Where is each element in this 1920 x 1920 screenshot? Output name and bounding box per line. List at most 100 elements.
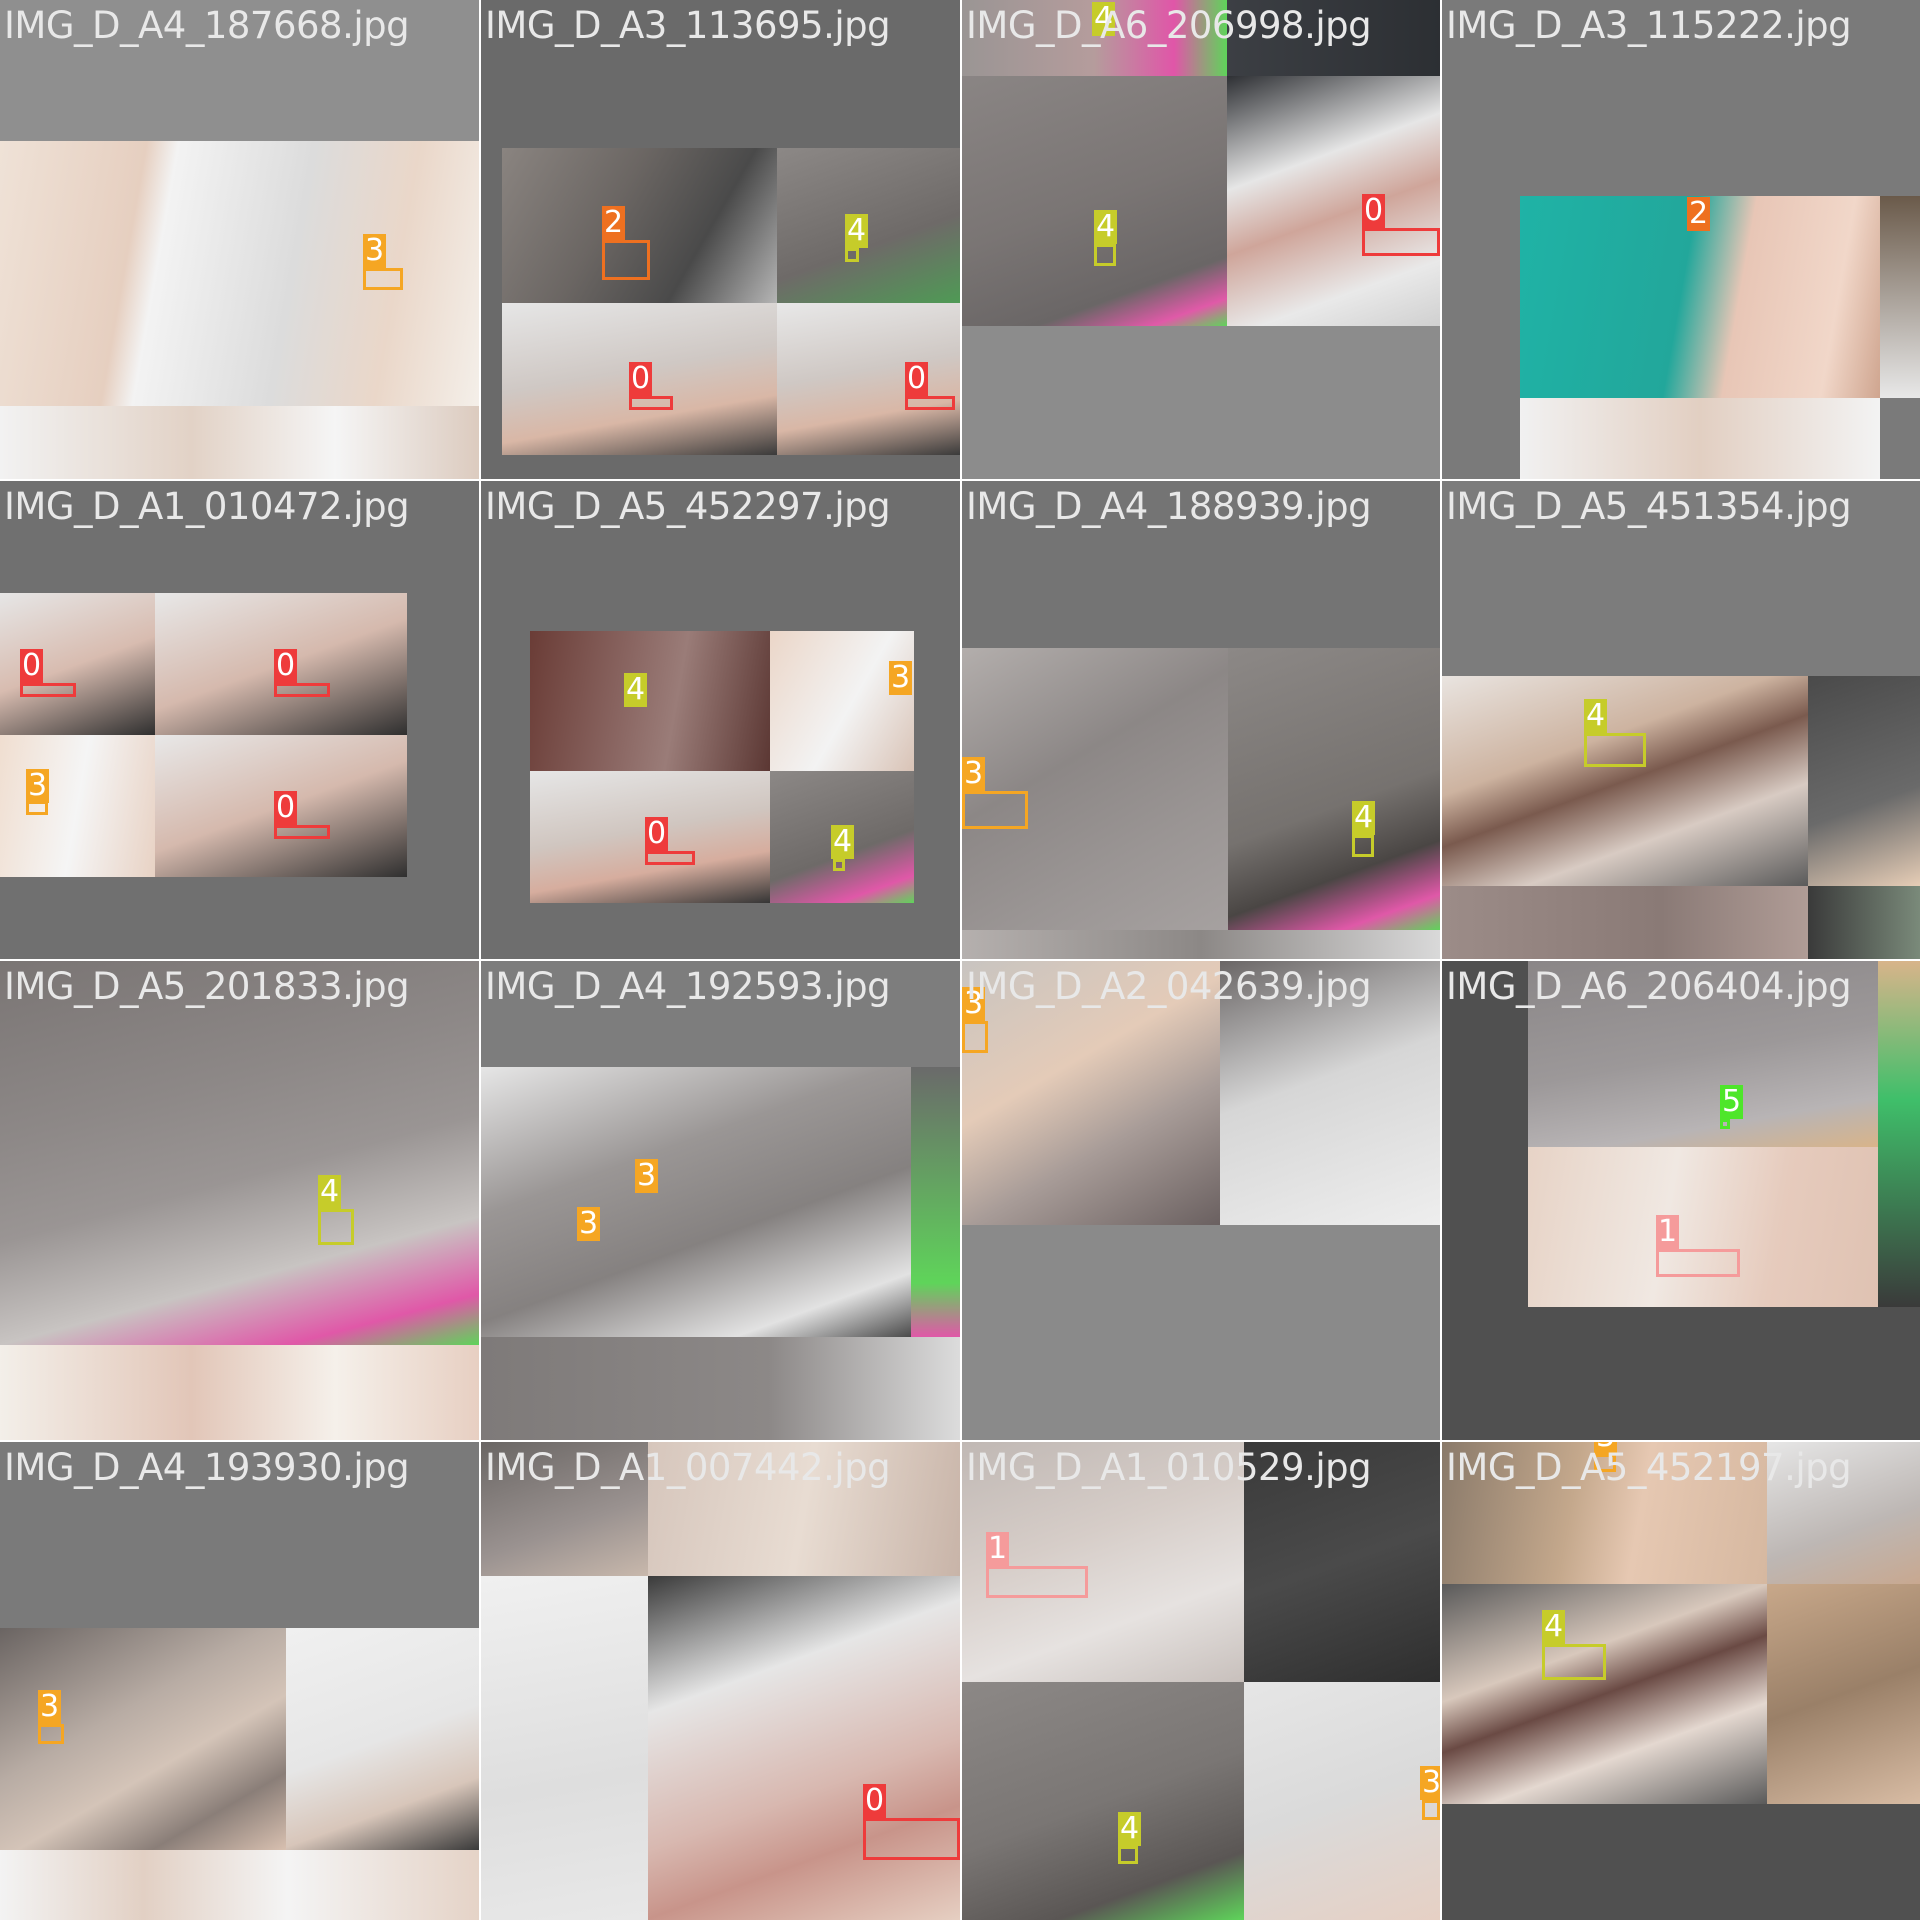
image-region — [0, 961, 479, 1345]
bbox-label: 4 — [845, 213, 869, 248]
mosaic-tile: IMG_D_A3_113695.jpg 2 4 0 0 — [481, 0, 960, 479]
bbox-label: 3 — [1594, 1442, 1618, 1454]
mosaic-tile: IMG_D_A4_188939.jpg 3 4 — [962, 481, 1440, 959]
image-region — [1878, 961, 1920, 1307]
bbox-class-4 — [318, 1209, 354, 1245]
bbox-label: 3 — [962, 986, 986, 1021]
bbox-label: 0 — [20, 648, 44, 683]
bbox-label: 2 — [602, 205, 626, 240]
bbox-class-2 — [602, 240, 650, 280]
mosaic-tile: IMG_D_A6_206998.jpg 4 0 4 — [962, 0, 1440, 479]
bbox-class-1 — [1656, 1249, 1740, 1277]
image-region — [1442, 886, 1808, 959]
image-filename: IMG_D_A5_452297.jpg — [485, 485, 891, 528]
bbox-class-0 — [1362, 228, 1440, 256]
image-region — [0, 1345, 479, 1440]
image-region — [1808, 886, 1920, 959]
image-region — [1880, 196, 1920, 398]
bbox-class-4 — [1094, 244, 1116, 266]
image-region — [1767, 1442, 1920, 1584]
bbox-class-0 — [274, 683, 330, 697]
image-region — [0, 141, 479, 406]
bbox-label: 3 — [635, 1158, 659, 1193]
bbox-class-0 — [863, 1818, 960, 1860]
image-filename: IMG_D_A4_192593.jpg — [485, 965, 891, 1008]
mosaic-tile: IMG_D_A6_206404.jpg 5 1 — [1442, 961, 1920, 1440]
bbox-class-5 — [1720, 1119, 1730, 1129]
image-filename: IMG_D_A5_201833.jpg — [4, 965, 410, 1008]
mosaic-tile: IMG_D_A5_452197.jpg 4 3 — [1442, 1442, 1920, 1920]
image-filename: IMG_D_A3_113695.jpg — [485, 4, 891, 47]
image-filename: IMG_D_A6_206998.jpg — [966, 4, 1372, 47]
bbox-label: 4 — [1584, 698, 1608, 733]
bbox-class-0 — [905, 396, 955, 410]
mosaic-tile: IMG_D_A4_193930.jpg 3 — [0, 1442, 479, 1920]
bbox-class-0 — [274, 825, 330, 839]
image-region — [481, 1067, 911, 1337]
image-filename: IMG_D_A5_452197.jpg — [1446, 1446, 1852, 1489]
bbox-class-3 — [363, 268, 403, 290]
bbox-class-3 — [1422, 1800, 1440, 1820]
bbox-class-1 — [986, 1566, 1088, 1598]
bbox-label: 0 — [905, 361, 929, 396]
mosaic-tile: IMG_D_A5_452297.jpg 4 3 0 4 — [481, 481, 960, 959]
image-region — [962, 1682, 1244, 1920]
bbox-label: 3 — [962, 756, 986, 791]
bbox-label: 4 — [624, 672, 648, 707]
image-filename: IMG_D_A6_206404.jpg — [1446, 965, 1852, 1008]
image-filename: IMG_D_A4_193930.jpg — [4, 1446, 410, 1489]
bbox-label: 4 — [1352, 800, 1376, 835]
image-filename: IMG_D_A3_115222.jpg — [1446, 4, 1852, 47]
bbox-label: 3 — [26, 768, 50, 803]
mosaic-tile: IMG_D_A5_201833.jpg 4 — [0, 961, 479, 1440]
image-region — [1244, 1682, 1440, 1920]
bbox-label: 4 — [831, 824, 855, 859]
bbox-class-3 — [962, 1021, 988, 1053]
image-filename: IMG_D_A2_042639.jpg — [966, 965, 1372, 1008]
bbox-label: 0 — [1362, 193, 1386, 228]
image-region — [1220, 961, 1440, 1225]
image-filename: IMG_D_A1_007442.jpg — [485, 1446, 891, 1489]
image-region — [777, 303, 960, 455]
bbox-class-0 — [645, 851, 695, 865]
bbox-class-4 — [833, 859, 845, 871]
mosaic-tile: IMG_D_A5_451354.jpg 4 — [1442, 481, 1920, 959]
image-filename: IMG_D_A4_188939.jpg — [966, 485, 1372, 528]
bbox-label: 3 — [1420, 1766, 1440, 1800]
image-filename: IMG_D_A5_451354.jpg — [1446, 485, 1852, 528]
bbox-label: 4 — [1094, 209, 1118, 244]
bbox-label: 1 — [986, 1531, 1010, 1566]
image-region — [1228, 648, 1440, 930]
image-region — [481, 1576, 648, 1920]
image-region — [962, 76, 1227, 326]
mosaic-tile: IMG_D_A1_010529.jpg 1 4 3 — [962, 1442, 1440, 1920]
image-region — [648, 1442, 960, 1576]
image-region — [1244, 1442, 1440, 1682]
bbox-class-4 — [1352, 835, 1374, 857]
bbox-label: 0 — [629, 361, 653, 396]
image-region — [770, 631, 914, 771]
mosaic-tile: IMG_D_A1_007442.jpg 0 — [481, 1442, 960, 1920]
bbox-class-0 — [20, 683, 76, 697]
bbox-label: 0 — [863, 1783, 887, 1818]
image-region — [962, 930, 1440, 959]
image-filename: IMG_D_A1_010529.jpg — [966, 1446, 1372, 1489]
mosaic-tile: IMG_D_A4_187668.jpg 3 — [0, 0, 479, 479]
bbox-label: 4 — [318, 1174, 342, 1209]
image-region — [911, 1067, 960, 1337]
bbox-class-0 — [629, 396, 673, 410]
image-region — [1520, 398, 1880, 479]
bbox-class-3 — [962, 791, 1028, 829]
bbox-class-3 — [38, 1724, 64, 1744]
image-region — [1767, 1584, 1920, 1804]
image-region — [1808, 676, 1920, 886]
image-filename: IMG_D_A1_010472.jpg — [4, 485, 410, 528]
bbox-class-4 — [1584, 733, 1646, 767]
image-region — [962, 961, 1220, 1225]
bbox-label: 0 — [274, 790, 298, 825]
image-region — [481, 1337, 960, 1440]
bbox-label: 3 — [363, 233, 387, 268]
image-filename: IMG_D_A4_187668.jpg — [4, 4, 410, 47]
bbox-class-4 — [1542, 1644, 1606, 1680]
bbox-class-3 — [26, 801, 48, 815]
